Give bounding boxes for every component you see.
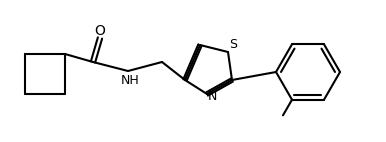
Text: NH: NH xyxy=(120,74,139,86)
Text: O: O xyxy=(95,24,105,38)
Text: N: N xyxy=(207,89,217,103)
Text: S: S xyxy=(229,37,237,51)
